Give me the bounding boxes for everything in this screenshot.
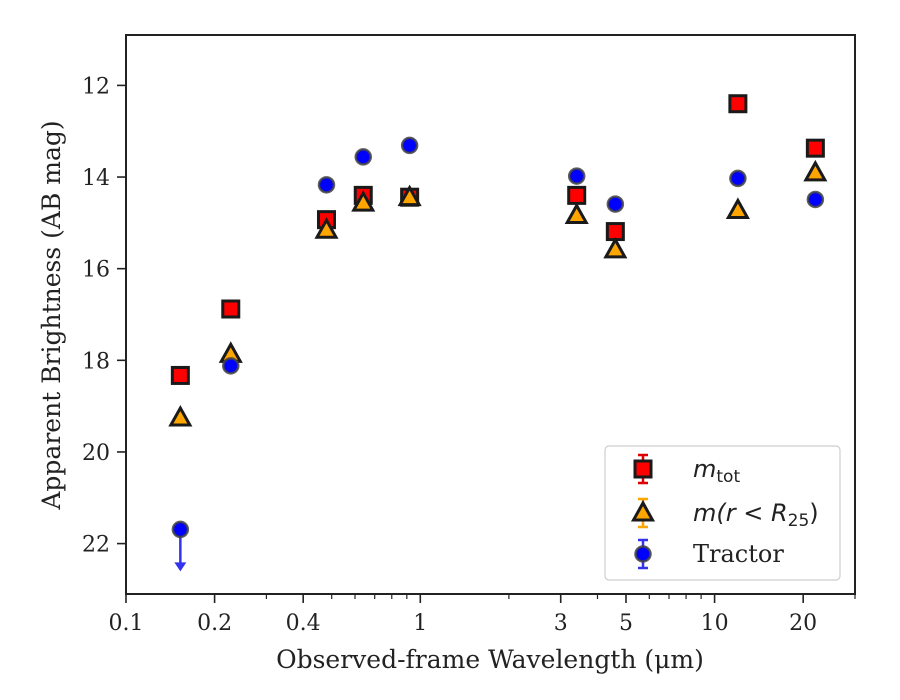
x-tick-label: 5 [619, 611, 633, 636]
series-triangle [168, 159, 828, 427]
triangle-point [603, 236, 628, 259]
y-axis-title: Apparent Brightness (AB mag) [37, 120, 66, 510]
y-tick-label: 22 [82, 533, 110, 558]
x-tick-label: 0.1 [109, 611, 144, 636]
legend-label: m(r < R25) [693, 499, 819, 531]
triangle-point [564, 202, 589, 225]
circle-point [567, 167, 586, 185]
legend-square-marker [633, 459, 653, 479]
legend-box [604, 445, 841, 581]
x-axis-title: Observed-frame Wavelength (μm) [276, 645, 704, 674]
circle-point [354, 148, 373, 166]
triangle-point [397, 184, 422, 207]
square-point [567, 185, 587, 205]
x-tick-label: 0.2 [197, 611, 232, 636]
triangle-point [314, 217, 339, 239]
x-tick-label: 3 [554, 611, 568, 636]
series-circle [171, 136, 825, 572]
legend: mtot m(r < R25) Tractor [604, 445, 841, 581]
y-tick-label: 14 [82, 166, 110, 191]
y-tick-label: 18 [82, 349, 110, 374]
y-tick-label: 16 [82, 258, 110, 283]
triangle-point [168, 404, 193, 427]
circle-point [606, 195, 625, 213]
triangle-point [725, 197, 750, 219]
square-point [170, 365, 190, 385]
x-tick-label: 20 [789, 611, 817, 636]
y-tick-label: 12 [82, 74, 110, 99]
circle-point [317, 176, 336, 194]
legend-label: mtot [693, 455, 740, 487]
x-tick-label: 1 [413, 611, 427, 636]
legend-triangle-marker [630, 499, 656, 522]
square-point [805, 138, 825, 158]
circle-point [400, 136, 419, 155]
triangle-point [803, 159, 828, 182]
square-point [728, 94, 748, 114]
upper-limit-arrow-head [174, 562, 187, 572]
circle-point [222, 357, 240, 375]
y-tick-label: 20 [82, 441, 110, 466]
circle-point [171, 520, 190, 539]
legend-circle-marker [634, 545, 652, 563]
x-tick-label: 10 [701, 611, 729, 636]
plot-area [168, 94, 828, 572]
axes: 0.1 0.2 0.4 1 3 5 10 20 12 14 16 18 20 22 [82, 34, 856, 636]
legend-label: Tractor [693, 540, 784, 568]
plot-frame [125, 34, 856, 595]
x-tick-label: 0.4 [286, 611, 321, 636]
circle-point [729, 169, 747, 188]
series-square [170, 94, 825, 385]
triangle-point [351, 190, 376, 212]
circle-point [806, 190, 825, 209]
square-point [221, 299, 241, 319]
